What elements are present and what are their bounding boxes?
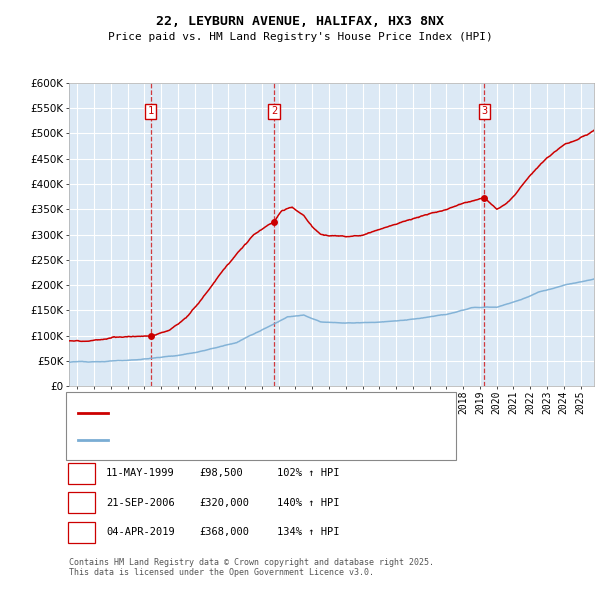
Text: HPI: Average price, semi-detached house, Calderdale: HPI: Average price, semi-detached house,… — [114, 435, 413, 445]
Text: Price paid vs. HM Land Registry's House Price Index (HPI): Price paid vs. HM Land Registry's House … — [107, 32, 493, 42]
Text: 3: 3 — [481, 106, 487, 116]
Text: 2: 2 — [78, 498, 85, 507]
Text: £368,000: £368,000 — [199, 527, 249, 537]
Text: 04-APR-2019: 04-APR-2019 — [106, 527, 175, 537]
Text: 1: 1 — [78, 468, 85, 478]
Text: Contains HM Land Registry data © Crown copyright and database right 2025.
This d: Contains HM Land Registry data © Crown c… — [69, 558, 434, 577]
Text: 102% ↑ HPI: 102% ↑ HPI — [277, 468, 340, 478]
Text: 22, LEYBURN AVENUE, HALIFAX, HX3 8NX (semi-detached house): 22, LEYBURN AVENUE, HALIFAX, HX3 8NX (se… — [114, 408, 455, 418]
Text: £98,500: £98,500 — [199, 468, 243, 478]
Text: 1: 1 — [148, 106, 154, 116]
Text: £320,000: £320,000 — [199, 498, 249, 507]
Text: 140% ↑ HPI: 140% ↑ HPI — [277, 498, 340, 507]
Text: 134% ↑ HPI: 134% ↑ HPI — [277, 527, 340, 537]
Text: 21-SEP-2006: 21-SEP-2006 — [106, 498, 175, 507]
Text: 11-MAY-1999: 11-MAY-1999 — [106, 468, 175, 478]
Text: 3: 3 — [78, 527, 85, 537]
Text: 22, LEYBURN AVENUE, HALIFAX, HX3 8NX: 22, LEYBURN AVENUE, HALIFAX, HX3 8NX — [156, 15, 444, 28]
Text: 2: 2 — [271, 106, 277, 116]
